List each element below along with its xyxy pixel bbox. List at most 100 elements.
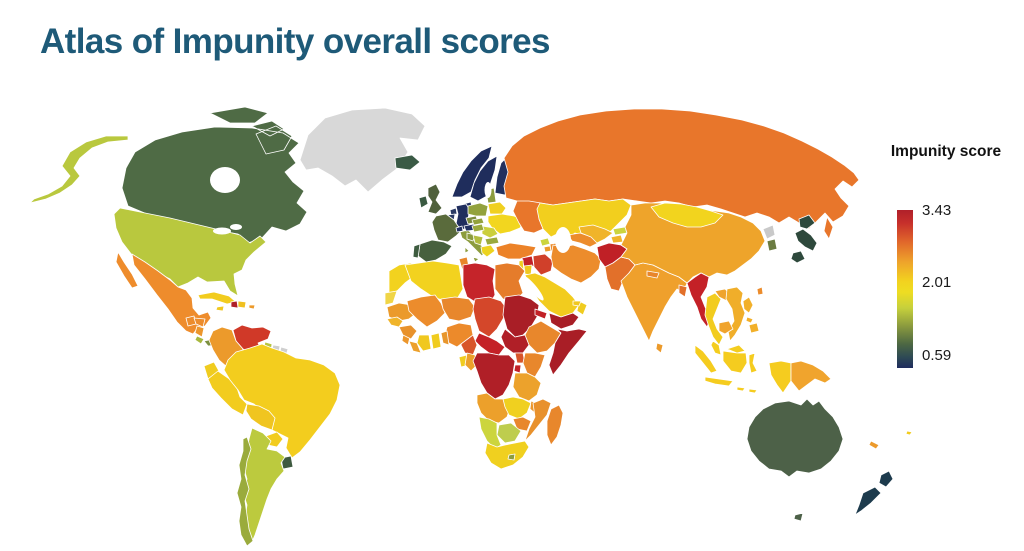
country-cuba: Cuba xyxy=(197,291,237,305)
country-china: China xyxy=(620,202,766,284)
country-northkorea: North Korea xyxy=(762,224,776,240)
legend: Impunity score 3.43 2.01 0.59 xyxy=(880,143,1020,381)
country-romania: Romania xyxy=(481,225,499,239)
country-norway: Norway xyxy=(451,145,493,198)
country-ecuador: Ecuador xyxy=(203,361,220,380)
country-france: France xyxy=(431,213,463,243)
country-ukraine: Ukraine xyxy=(487,213,525,235)
country-honduras: Honduras xyxy=(193,317,206,328)
country-tanzania: Tanzania xyxy=(512,372,542,402)
country-southkorea: South Korea xyxy=(766,238,778,252)
baltic-sea-water xyxy=(484,182,492,198)
legend-max-label: 3.43 xyxy=(922,202,952,219)
country-greece: Greece xyxy=(480,244,496,258)
country-niger: Niger xyxy=(440,296,476,322)
country-iceland: Iceland xyxy=(394,154,421,171)
country-balkans: Serbia & Balkans xyxy=(472,234,484,246)
country-nicaragua: Nicaragua xyxy=(194,325,205,338)
country-eritrea: Eritrea xyxy=(534,308,548,320)
country-poland: Poland xyxy=(467,202,489,217)
country-brazil: Brazil xyxy=(223,343,341,459)
country-nz: New Zealand xyxy=(854,470,894,516)
country-algeria: Algeria xyxy=(404,260,464,302)
country-thailand: Thailand xyxy=(704,292,724,346)
country-ivorycoast: Ivory Coast xyxy=(416,334,432,352)
country-congo: Republic of the Congo xyxy=(464,352,478,372)
country-southafrica: South Africa xyxy=(484,440,530,470)
country-chad: Chad xyxy=(472,296,508,338)
country-tajikistan: Tajikistan xyxy=(610,234,624,244)
country-australia: Australia xyxy=(746,398,844,522)
country-senegal: Senegal xyxy=(386,316,404,328)
legend-body: 3.43 2.01 0.59 xyxy=(880,161,1020,381)
country-yemen: Yemen xyxy=(548,312,580,330)
country-wsahara: Western Sahara xyxy=(384,290,398,306)
country-netherlands: Netherlands xyxy=(449,207,458,216)
country-angola: Angola xyxy=(476,392,512,424)
legend-mid-label: 2.01 xyxy=(922,274,952,291)
country-fiji: Fiji xyxy=(905,430,913,436)
country-georgia: Georgia xyxy=(539,237,551,247)
country-kenya: Kenya xyxy=(522,352,546,378)
country-kyrgyzstan: Kyrgyzstan xyxy=(612,226,628,236)
country-costarica: Costa Rica xyxy=(194,335,205,345)
country-bangladesh: Bangladesh xyxy=(678,284,688,298)
country-mongolia: Mongolia xyxy=(650,202,724,228)
country-chile: Chile xyxy=(236,436,254,547)
country-cambodia: Cambodia xyxy=(718,320,734,335)
red-sea-water xyxy=(522,275,544,301)
country-ireland: Ireland xyxy=(418,195,429,209)
country-uzbekistan: Uzbekistan xyxy=(578,224,614,244)
country-turkey: Turkey xyxy=(495,242,537,260)
black-sea-water xyxy=(506,231,536,243)
country-iraq: Iraq xyxy=(532,253,554,276)
country-drc: DR Congo xyxy=(472,352,516,400)
country-ghana: Ghana xyxy=(430,332,442,350)
country-malaysia: Malaysia xyxy=(710,340,746,356)
country-madagascar: Madagascar xyxy=(546,404,564,446)
country-srilanka: Sri Lanka xyxy=(655,342,664,354)
country-iran: Iran xyxy=(550,244,602,284)
country-rwandaburundi: Rwanda & Burundi xyxy=(513,364,522,374)
caspian-sea-water xyxy=(555,227,571,253)
country-nepal: Nepal xyxy=(646,270,660,279)
country-mozambique: Mozambique xyxy=(524,398,552,442)
great-lakes-water xyxy=(213,227,231,235)
country-alaska: United States (Alaska) xyxy=(29,135,129,204)
country-spain: Spain xyxy=(417,239,453,263)
hudson-bay-water xyxy=(210,167,240,193)
country-japan: Japan xyxy=(790,214,818,264)
legend-min-label: 0.59 xyxy=(922,347,952,364)
great-lakes-water-2 xyxy=(230,224,242,230)
country-uruguay: Uruguay xyxy=(280,455,294,470)
country-libya: Libya xyxy=(462,262,496,306)
country-shapes: GreenlandIcelandCanadaUnited States (Ala… xyxy=(29,106,913,547)
country-taiwan: Taiwan xyxy=(756,286,764,296)
country-argentina: Argentina xyxy=(242,427,286,545)
country-bolivia: Bolivia xyxy=(245,403,276,431)
country-uk: United Kingdom xyxy=(427,183,443,215)
country-slovakia: Slovakia xyxy=(471,217,485,226)
country-domrep: Dominican Republic xyxy=(237,300,247,309)
country-namibia: Namibia xyxy=(478,416,502,450)
country-lesotho: Lesotho xyxy=(507,453,516,461)
legend-gradient-bar xyxy=(897,210,913,368)
country-portugal: Portugal xyxy=(412,243,421,259)
country-uae: United Arab Emirates xyxy=(572,300,582,307)
country-liberia: Liberia xyxy=(408,340,422,354)
country-egypt: Egypt xyxy=(494,262,526,302)
country-armenia: Armenia xyxy=(543,245,552,253)
country-jamaica: Jamaica xyxy=(215,305,225,312)
country-sweden: Sweden xyxy=(469,155,498,202)
country-newcaledonia: New Caledonia xyxy=(868,440,880,450)
country-puertorico: Puerto Rico xyxy=(248,304,256,310)
country-hungary: Hungary xyxy=(471,223,485,233)
country-greenland: Greenland xyxy=(299,107,426,193)
country-bulgaria: Bulgaria xyxy=(484,236,500,246)
country-guatemala: Guatemala xyxy=(185,315,197,327)
country-indonesia: Indonesia xyxy=(694,344,792,394)
country-russia: Russia xyxy=(503,108,860,240)
country-philippines: Philippines xyxy=(742,296,760,334)
